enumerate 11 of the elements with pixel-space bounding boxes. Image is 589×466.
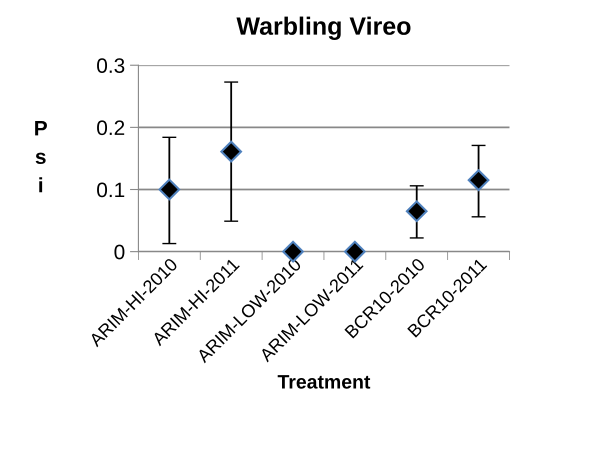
point	[406, 200, 428, 222]
point	[158, 178, 180, 200]
x-axis-title: Treatment	[278, 375, 370, 389]
y-tick-label: 0	[114, 244, 124, 260]
y-tick-label: 0.2	[97, 120, 124, 136]
point	[220, 140, 242, 162]
chart-title: Warbling Vireo	[236, 16, 410, 40]
point	[468, 169, 490, 192]
y-tick-label: 0.3	[97, 58, 124, 73]
y-tick-label: 0.1	[97, 182, 124, 198]
y-axis-title: Psi	[35, 121, 47, 192]
